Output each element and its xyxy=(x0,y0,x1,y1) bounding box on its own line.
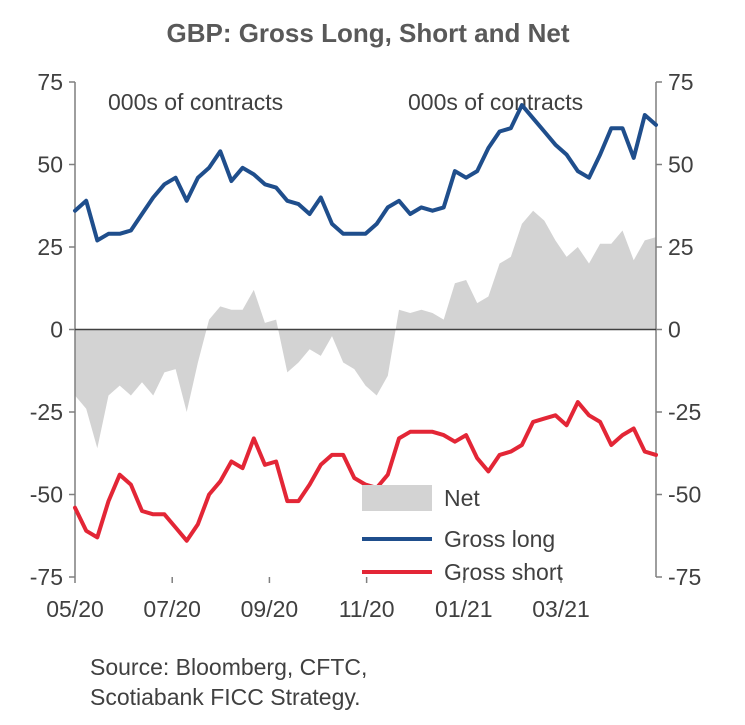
left-y-tick-label: 0 xyxy=(50,317,63,343)
source-line-2: Scotiabank FICC Strategy. xyxy=(90,684,361,710)
left-y-tick-label: -25 xyxy=(30,399,63,425)
left-y-tick-label: -50 xyxy=(30,482,63,508)
x-tick-label: 03/21 xyxy=(532,596,590,622)
left-y-tick-label: -75 xyxy=(30,564,63,590)
x-tick-label: 11/20 xyxy=(339,596,395,622)
right-y-tick-label: 50 xyxy=(668,152,694,178)
axes-layer: 75 75 50 50 25 25 0 0 -25 -25 -50 -50 -75 -75 05/20 07/… xyxy=(30,69,702,622)
legend-net-swatch xyxy=(362,485,432,511)
x-tick-label: 01/21 xyxy=(435,596,493,622)
source-note: Source: Bloomberg, CFTC, Scotiabank FICC… xyxy=(90,652,367,712)
right-y-tick-label: 25 xyxy=(668,234,694,260)
right-y-tick-label: -50 xyxy=(668,482,701,508)
right-y-tick-label: -25 xyxy=(668,399,701,425)
legend-gross-long-label: Gross long xyxy=(444,526,555,552)
left-y-tick-label: 50 xyxy=(37,152,63,178)
right-y-tick-label: 0 xyxy=(668,317,681,343)
x-tick-label: 05/20 xyxy=(46,596,104,622)
gross-short-line xyxy=(73,400,658,543)
legend-net-label: Net xyxy=(444,485,480,511)
chart-title: GBP: Gross Long, Short and Net xyxy=(166,18,569,48)
right-y-tick-label: -75 xyxy=(668,564,701,590)
left-y-tick-label: 75 xyxy=(37,69,63,95)
left-axis-unit-label: 000s of contracts xyxy=(108,89,283,115)
right-axis-unit-label: 000s of contracts xyxy=(408,89,583,115)
left-y-tick-label: 25 xyxy=(37,234,63,260)
legend-gross-short-label: Gross short xyxy=(444,559,563,585)
source-line-1: Source: Bloomberg, CFTC, xyxy=(90,654,368,680)
chart: GBP: Gross Long, Short and Net 000s of c… xyxy=(30,18,702,622)
x-tick-label: 07/20 xyxy=(143,596,201,622)
legend: Net Gross long Gross short xyxy=(362,485,563,585)
lines-layer xyxy=(73,103,658,543)
gross-long-line xyxy=(73,103,658,243)
x-tick-label: 09/20 xyxy=(241,596,299,622)
right-y-tick-label: 75 xyxy=(668,69,694,95)
